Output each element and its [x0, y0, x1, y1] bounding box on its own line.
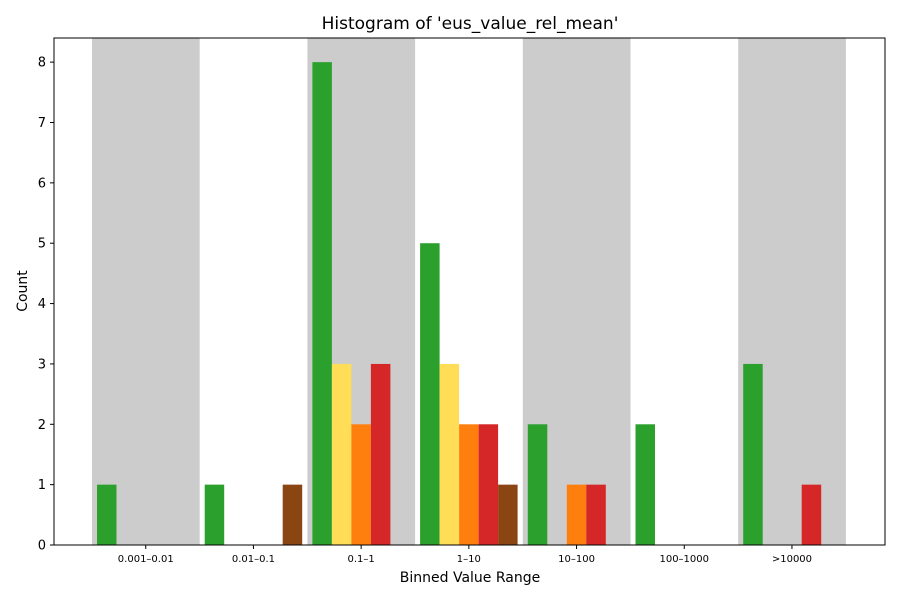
- bar: [351, 424, 371, 545]
- bar: [527, 424, 548, 545]
- x-tick-label: 0.1–1: [348, 554, 375, 565]
- y-tick-label: 5: [38, 237, 46, 252]
- y-tick-label: 4: [38, 297, 46, 312]
- plot-frame: [53, 37, 886, 546]
- x-tick-label: 10–100: [558, 554, 595, 565]
- y-tick-label: 6: [38, 176, 46, 191]
- chart-title: Histogram of 'eus_value_rel_mean': [322, 14, 619, 34]
- bar: [204, 484, 225, 545]
- bar: [635, 424, 655, 545]
- x-tick-label: >10000: [772, 554, 812, 565]
- bar: [420, 243, 440, 545]
- bar: [439, 363, 460, 545]
- y-axis: 0 1 2 3 4 5 6 7 8: [38, 56, 54, 554]
- y-tick-label: 2: [38, 418, 46, 433]
- bar: [312, 62, 332, 546]
- bar: [566, 484, 587, 545]
- bar: [801, 484, 822, 545]
- bar: [331, 363, 352, 545]
- y-tick-label: 0: [38, 539, 46, 554]
- bar: [586, 484, 606, 545]
- bar: [459, 424, 479, 545]
- y-tick-label: 3: [38, 357, 46, 372]
- y-axis-label: Count: [15, 270, 31, 312]
- x-axis-label: Binned Value Range: [400, 570, 540, 586]
- y-tick-label: 8: [38, 56, 46, 71]
- bars-group: [97, 62, 822, 546]
- x-tick-label: 100–1000: [659, 554, 709, 565]
- x-tick-label: 1–10: [457, 554, 481, 565]
- x-tick-label: 0.01–0.1: [232, 554, 275, 565]
- bar: [498, 484, 518, 545]
- y-tick-label: 7: [38, 116, 46, 131]
- bar: [370, 363, 391, 545]
- bar: [743, 363, 763, 545]
- x-tick-label: 0.001–0.01: [118, 554, 174, 565]
- bar: [282, 484, 303, 545]
- category-band: [92, 38, 200, 545]
- bar: [97, 484, 117, 545]
- y-tick-label: 1: [38, 478, 46, 493]
- x-axis: 0.001–0.01 0.01–0.1 0.1–1 1–10 10–100 100–100…: [118, 545, 812, 565]
- bar: [478, 424, 499, 545]
